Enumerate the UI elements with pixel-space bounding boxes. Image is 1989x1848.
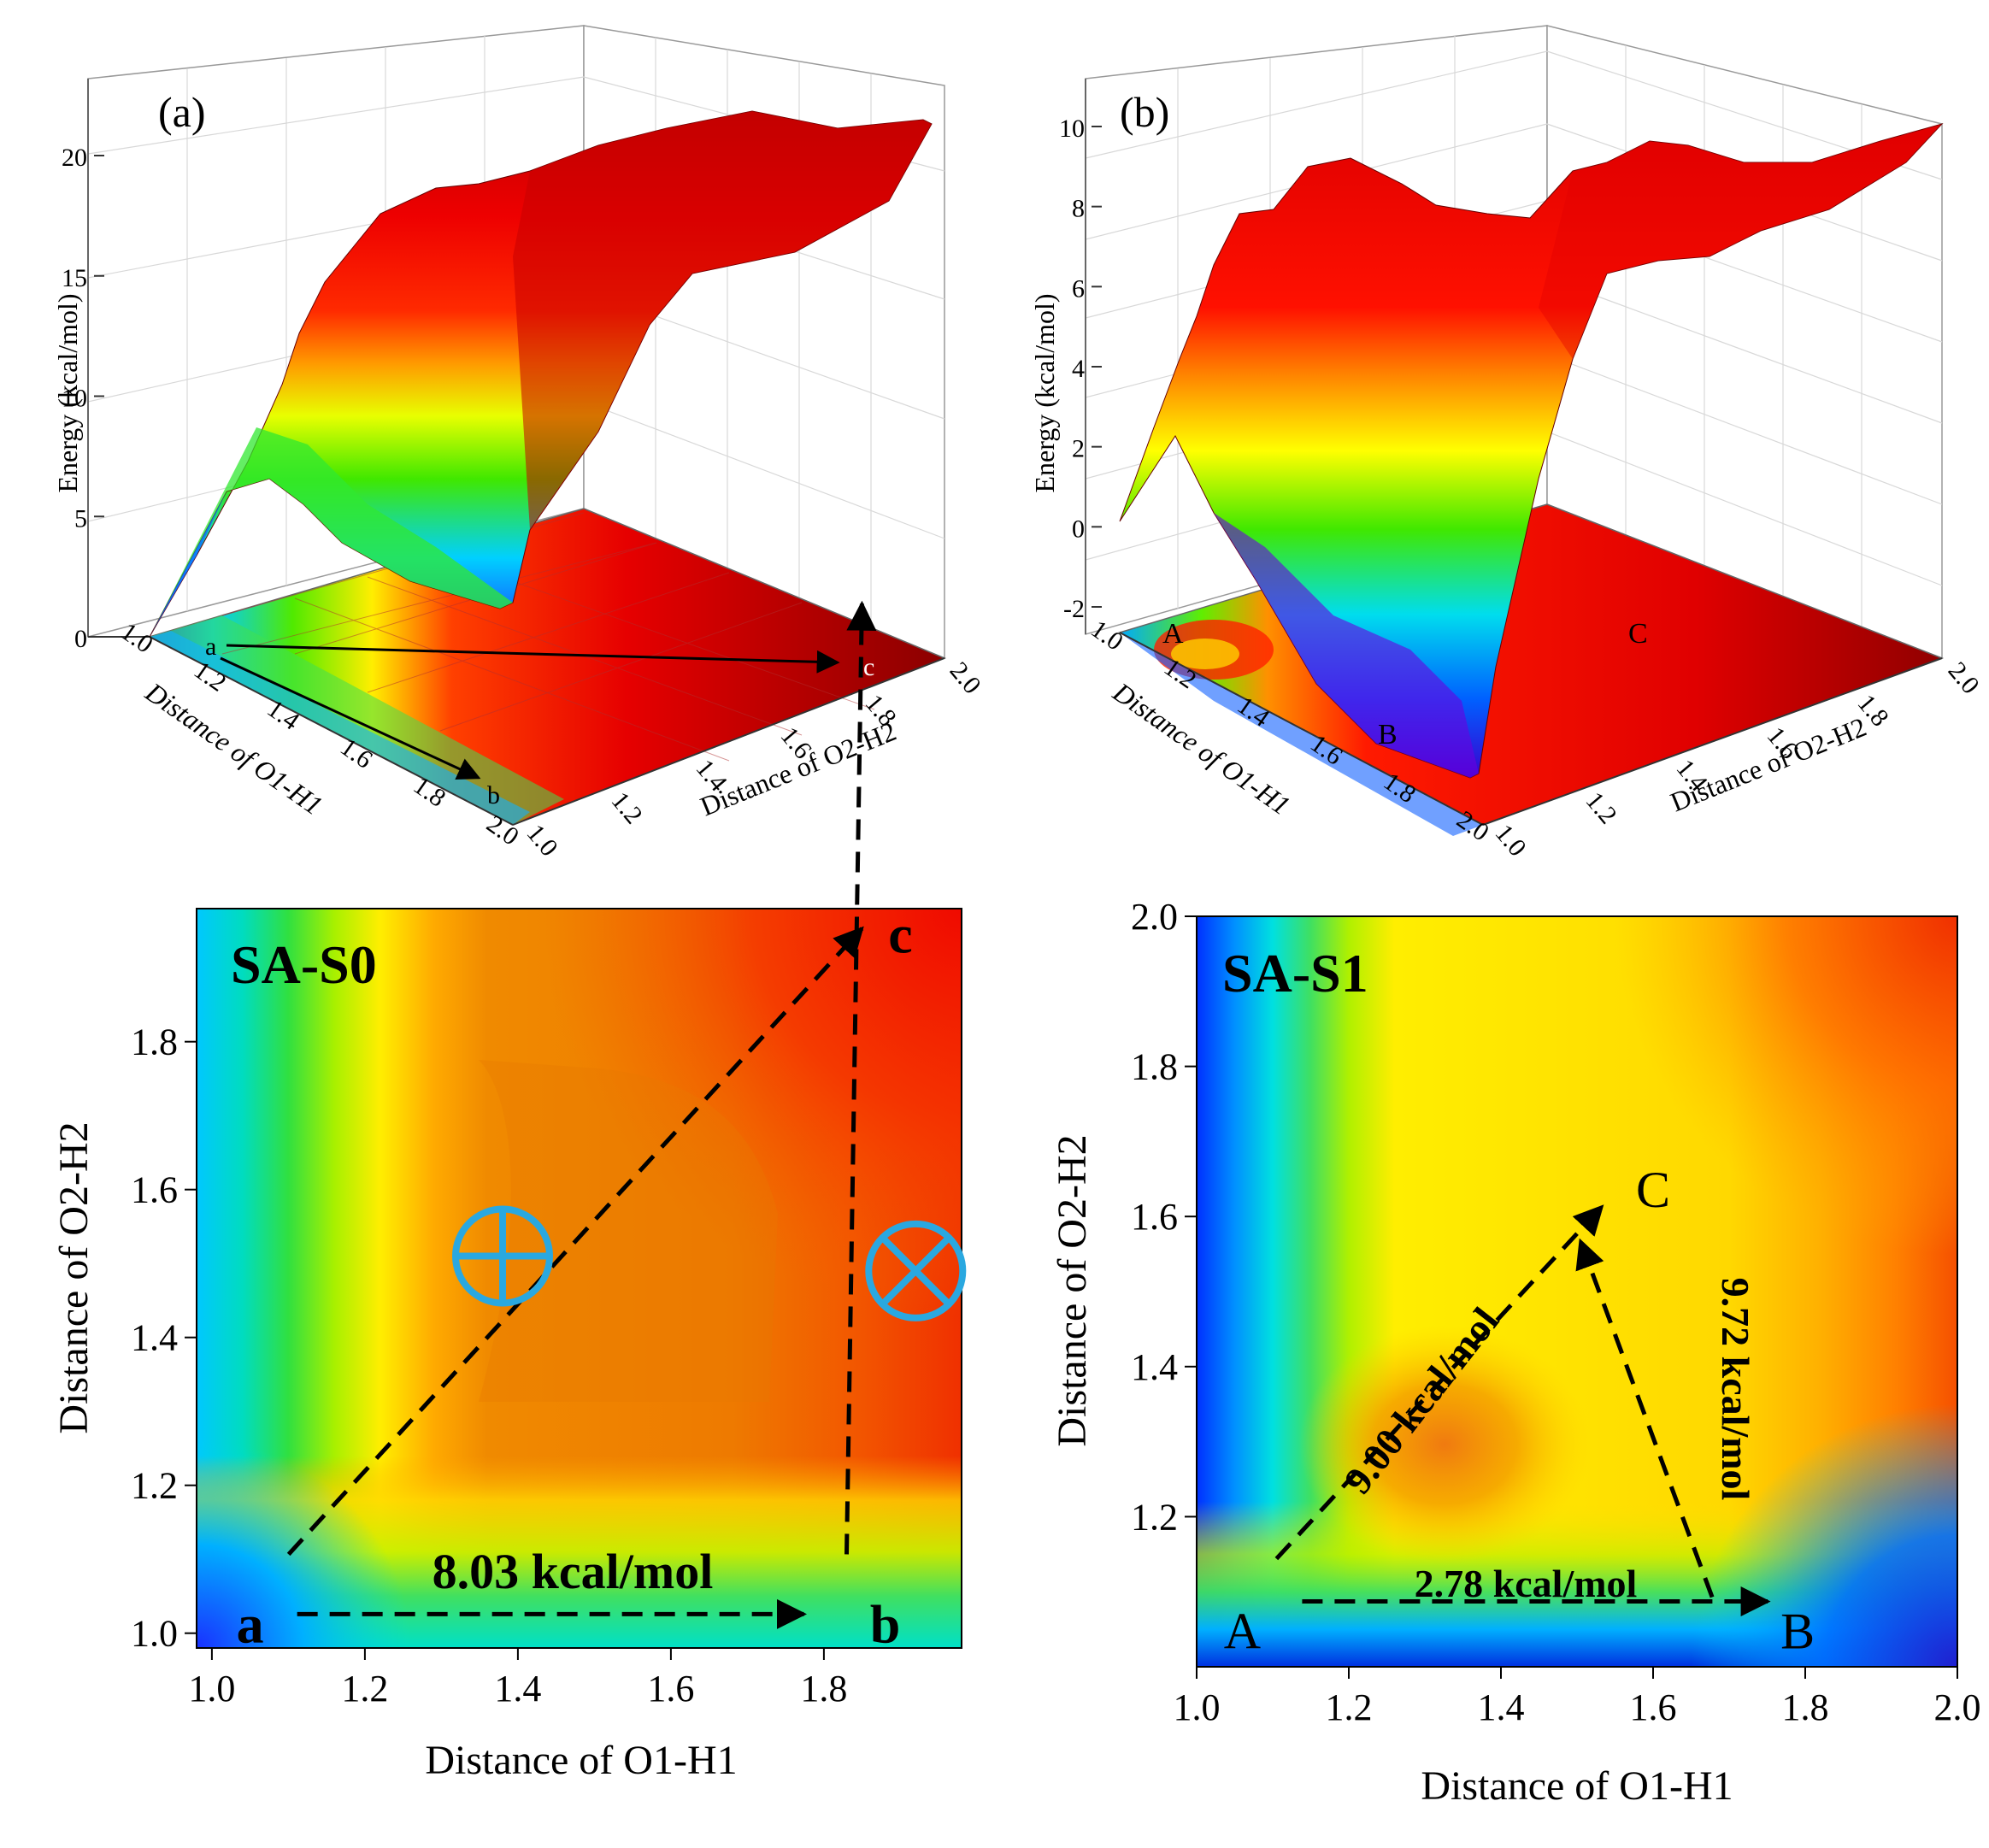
x-tick-label: 1.8 — [1782, 1686, 1829, 1728]
z-tick-label: 0 — [74, 625, 87, 653]
y-tick-label: 1.2 — [1131, 1496, 1178, 1538]
point-label-b: b — [870, 1593, 901, 1654]
path-A-C — [1274, 1204, 1604, 1561]
z-tick-label: 20 — [62, 144, 87, 172]
x-tick-label: 2.0 — [1934, 1686, 1981, 1728]
a-point-label-a: a — [205, 633, 216, 661]
path-a-c — [286, 926, 864, 1557]
x-tick-label: 1.2 — [1326, 1686, 1373, 1728]
y-tick-label: 1.6 — [1131, 1196, 1178, 1238]
y-tick-label: 1.0 — [131, 1613, 178, 1655]
z-tick-label: 4 — [1072, 355, 1085, 383]
z-tick-label: 2 — [1072, 435, 1085, 463]
z-tick-label: 10 — [1059, 115, 1085, 143]
y-tick-label: 1.2 — [131, 1465, 178, 1507]
point-label-c: c — [888, 903, 912, 964]
c-x-axis-label: Distance of O1-H1 — [425, 1738, 737, 1783]
y-tick-label: 1.2 — [1580, 786, 1622, 829]
a-arrow-a-to-c — [226, 644, 840, 674]
x-tick-label: 1.4 — [1478, 1686, 1525, 1728]
z-tick-label: 10 — [62, 385, 87, 413]
z-tick-label: 15 — [62, 264, 87, 292]
z-tick-label: 6 — [1072, 274, 1085, 303]
path-label-A-B: 2.78 kcal/mol — [1415, 1562, 1638, 1605]
y-tick-label: 1.0 — [1490, 819, 1532, 862]
a-z-tick-labels: 0 5 10 15 20 — [62, 144, 104, 653]
c-title: SA-S0 — [231, 934, 377, 995]
a-arrow-a-to-b — [220, 656, 481, 780]
y-tick-label: 1.2 — [606, 786, 648, 829]
y-tick-label: 2.0 — [944, 656, 986, 699]
x-tick-label: 1.2 — [341, 1668, 388, 1710]
c-overlay: 8.03 kcal/mol a b c — [237, 600, 967, 1654]
b-z-tick-labels: -2 0 2 4 6 8 10 — [1059, 115, 1102, 623]
x-tick-label: 1.8 — [800, 1668, 847, 1710]
b-z-axis-label: Energy (kcal/mol) — [1029, 293, 1060, 492]
point-label-B: B — [1780, 1604, 1815, 1660]
x-tick-label: 1.6 — [1630, 1686, 1677, 1728]
path-label-B-C: 9.72 kcal/mol — [1714, 1278, 1757, 1501]
panel-d-contour-s1: 1.0 1.2 1.4 1.6 1.8 2.0 1.2 1.4 1.6 1.8 2.0 2.78 k… — [1050, 896, 1981, 1809]
y-tick-label: 1.4 — [131, 1317, 178, 1359]
y-tick-label: 2.0 — [1131, 896, 1178, 938]
path-b-c — [844, 600, 877, 1555]
b-point-label-C: C — [1628, 618, 1648, 650]
point-label-A: A — [1224, 1604, 1261, 1660]
a-panel-tag: (a) — [158, 88, 206, 136]
b-point-label-B: B — [1378, 719, 1398, 750]
circle-plus-icon — [452, 1205, 553, 1307]
z-tick-label: -2 — [1063, 595, 1085, 623]
d-x-axis-label: Distance of O1-H1 — [1421, 1763, 1733, 1809]
point-label-C: C — [1636, 1162, 1670, 1218]
a-point-label-c: c — [863, 653, 874, 681]
panel-c-contour-s0: 1.0 1.2 1.4 1.6 1.8 1.0 1.2 1.4 1.6 1.8 8.03 kcal… — [51, 600, 967, 1783]
point-label-a: a — [237, 1593, 264, 1654]
d-axis-ticks: 1.0 1.2 1.4 1.6 1.8 2.0 1.2 1.4 1.6 1.8 2.0 — [1131, 896, 1981, 1728]
x-tick-label: 1.6 — [647, 1668, 694, 1710]
y-tick-label: 1.4 — [1131, 1346, 1178, 1388]
y-tick-label: 1.8 — [131, 1021, 178, 1063]
y-tick-label: 1.8 — [1131, 1046, 1178, 1088]
b-point-label-A: A — [1162, 618, 1184, 650]
z-tick-label: 0 — [1072, 515, 1085, 543]
d-title: SA-S1 — [1222, 943, 1368, 1003]
path-label-a-b: 8.03 kcal/mol — [433, 1544, 714, 1599]
x-tick-label: 1.0 — [188, 1668, 235, 1710]
c-y-axis-label: Distance of O2-H2 — [51, 1121, 97, 1433]
b-panel-tag: (b) — [1120, 88, 1169, 136]
a-point-label-b: b — [487, 781, 500, 809]
circle-times-icon — [865, 1220, 967, 1321]
a-z-axis-label: Energy (kcal/mol) — [52, 293, 83, 492]
z-tick-label: 8 — [1072, 195, 1085, 223]
z-tick-label: 5 — [74, 504, 87, 533]
d-y-axis-label: Distance of O2-H2 — [1050, 1134, 1095, 1446]
y-tick-label: 1.6 — [131, 1169, 178, 1211]
x-tick-label: 1.4 — [494, 1668, 541, 1710]
y-tick-label: 2.0 — [1943, 656, 1985, 699]
x-tick-label: 1.0 — [1174, 1686, 1221, 1728]
y-tick-label: 1.0 — [521, 819, 563, 862]
c-axis-ticks: 1.0 1.2 1.4 1.6 1.8 1.0 1.2 1.4 1.6 1.8 — [131, 1021, 847, 1710]
